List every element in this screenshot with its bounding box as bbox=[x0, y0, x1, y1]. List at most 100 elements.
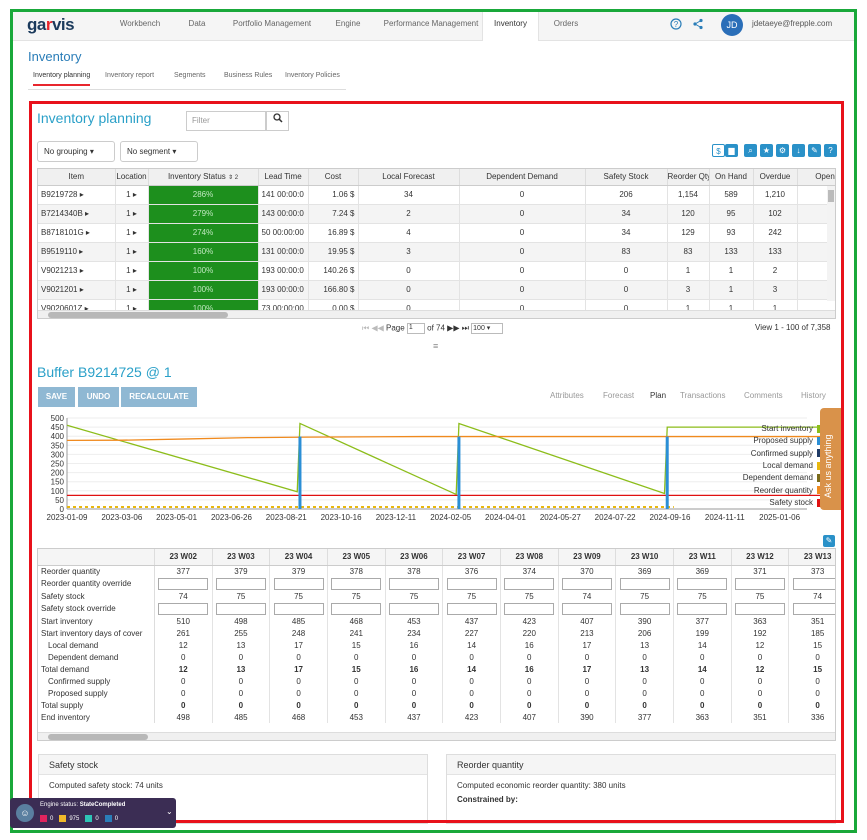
save-button[interactable]: SAVE bbox=[38, 387, 75, 407]
plan-override-input[interactable] bbox=[442, 602, 501, 615]
col-lead-time[interactable]: Lead Time bbox=[258, 169, 309, 186]
tab-transactions[interactable]: Transactions bbox=[680, 391, 726, 400]
plan-override-input[interactable] bbox=[558, 602, 617, 615]
engine-status-widget[interactable]: ☺ Engine status: StateCompleted 0 975 0 0 ⌄ bbox=[10, 798, 176, 828]
nav-tab-engine[interactable]: Engine bbox=[335, 19, 361, 28]
col-local-forecast[interactable]: Local Forecast bbox=[358, 169, 460, 186]
plan-override-input[interactable] bbox=[327, 602, 386, 615]
user-email[interactable]: jdetaeye@frepple.com bbox=[752, 19, 833, 28]
search-icon[interactable] bbox=[266, 111, 289, 131]
plan-override-input[interactable] bbox=[269, 602, 328, 615]
folder-icon[interactable]: ▆ bbox=[725, 144, 738, 157]
table-row[interactable]: V9021213 ▸ 1 ▸ 100% 193 00:00:0 140.26 $0 0 0 1… bbox=[38, 261, 835, 281]
plan-scrollbar[interactable] bbox=[38, 732, 835, 740]
col-safety-stock[interactable]: Safety Stock bbox=[585, 169, 668, 186]
legend-item[interactable]: Dependent demand bbox=[743, 473, 825, 482]
filter-input[interactable]: Filter bbox=[186, 111, 266, 131]
subtab-inventory-report[interactable]: Inventory report bbox=[105, 72, 155, 79]
expand-arrow-icon[interactable]: ▸ bbox=[130, 247, 137, 256]
plan-override-input[interactable] bbox=[442, 577, 501, 590]
engine-count-badge[interactable]: 0 bbox=[40, 815, 53, 822]
recalculate-button[interactable]: RECALCULATE bbox=[121, 387, 197, 407]
nav-tab-portfolio[interactable]: Portfolio Management bbox=[232, 19, 312, 28]
download-icon[interactable]: ↓ bbox=[792, 144, 805, 157]
nav-tab-data[interactable]: Data bbox=[188, 19, 206, 28]
engine-count-badge[interactable]: 0 bbox=[85, 815, 99, 822]
plan-override-input[interactable] bbox=[731, 577, 790, 590]
expand-arrow-icon[interactable]: ▸ bbox=[83, 228, 90, 237]
app-logo[interactable]: garvis bbox=[27, 15, 75, 34]
resize-handle-icon[interactable]: ≡ bbox=[433, 341, 439, 351]
legend-item[interactable]: Safety stock bbox=[769, 498, 825, 507]
col-reorder-qty[interactable]: Reorder Qty bbox=[667, 169, 710, 186]
user-avatar[interactable]: JD bbox=[721, 14, 743, 36]
expand-arrow-icon[interactable]: ▸ bbox=[130, 285, 137, 294]
wrench-icon[interactable]: ✎ bbox=[808, 144, 821, 157]
engine-count-badge[interactable]: 975 bbox=[59, 815, 79, 822]
next-page-icon[interactable]: ▶▶ bbox=[447, 323, 460, 333]
plan-override-input[interactable] bbox=[558, 577, 617, 590]
plan-override-input[interactable] bbox=[154, 602, 213, 615]
grid-scrollbar[interactable] bbox=[38, 310, 835, 318]
col-on-hand[interactable]: On Hand bbox=[709, 169, 754, 186]
ask-us-anything-tab[interactable]: Ask us anything bbox=[820, 408, 844, 510]
col-cost[interactable]: Cost bbox=[308, 169, 359, 186]
expand-arrow-icon[interactable]: ▸ bbox=[130, 190, 137, 199]
page-size-select[interactable]: 100 ▾ bbox=[471, 323, 504, 334]
legend-item[interactable]: Start inventory bbox=[761, 424, 825, 433]
star-icon[interactable]: ★ bbox=[760, 144, 773, 157]
subtab-inventory-planning[interactable]: Inventory planning bbox=[33, 72, 91, 86]
plan-override-input[interactable] bbox=[615, 602, 674, 615]
col-item[interactable]: Item bbox=[38, 169, 116, 186]
expand-arrow-icon[interactable]: ▸ bbox=[77, 285, 84, 294]
expand-arrow-icon[interactable]: ▸ bbox=[77, 190, 84, 199]
expand-arrow-icon[interactable]: ▸ bbox=[82, 209, 90, 218]
subtab-segments[interactable]: Segments bbox=[174, 72, 206, 79]
chevron-down-icon[interactable]: ⌄ bbox=[166, 807, 173, 816]
undo-button[interactable]: UNDO bbox=[78, 387, 119, 407]
plan-override-input[interactable] bbox=[385, 602, 444, 615]
nav-tab-inventory[interactable]: Inventory bbox=[482, 11, 539, 41]
help-icon[interactable]: ? bbox=[824, 144, 837, 157]
help-icon[interactable]: ? bbox=[669, 18, 683, 32]
nav-tab-workbench[interactable]: Workbench bbox=[119, 19, 161, 28]
tab-attributes[interactable]: Attributes bbox=[550, 391, 584, 400]
plan-override-input[interactable] bbox=[500, 577, 559, 590]
table-row[interactable]: B9219728 ▸ 1 ▸ 286% 141 00:00:0 1.06 $34 0 206… bbox=[38, 185, 835, 205]
expand-arrow-icon[interactable]: ▸ bbox=[77, 266, 84, 275]
plan-override-input[interactable] bbox=[673, 602, 732, 615]
grouping-dropdown[interactable]: No grouping ▾ bbox=[37, 141, 115, 162]
legend-item[interactable]: Local demand bbox=[763, 461, 825, 470]
nav-tab-performance[interactable]: Performance Management bbox=[383, 19, 479, 28]
tab-history[interactable]: History bbox=[801, 391, 826, 400]
col-open[interactable]: Open bbox=[797, 169, 835, 186]
table-row[interactable]: B8718101G ▸ 1 ▸ 274% 50 00:00:00 16.89 $4 0 34… bbox=[38, 223, 835, 243]
last-page-icon[interactable]: ⏭ bbox=[461, 323, 469, 333]
plan-override-input[interactable] bbox=[673, 577, 732, 590]
legend-item[interactable]: Reorder quantity bbox=[754, 486, 825, 495]
expand-arrow-icon[interactable]: ▸ bbox=[76, 247, 84, 256]
tab-plan[interactable]: Plan bbox=[650, 391, 667, 400]
share-icon[interactable] bbox=[691, 18, 705, 32]
gear-icon[interactable]: ⚙ bbox=[776, 144, 789, 157]
col-dependent-demand[interactable]: Dependent Demand bbox=[459, 169, 586, 186]
plan-override-input[interactable] bbox=[500, 602, 559, 615]
search-icon[interactable]: ⌕ bbox=[744, 144, 757, 157]
expand-arrow-icon[interactable]: ▸ bbox=[130, 228, 137, 237]
expand-arrow-icon[interactable]: ▸ bbox=[82, 304, 89, 313]
plan-override-input[interactable] bbox=[154, 577, 213, 590]
plan-override-input[interactable] bbox=[788, 602, 835, 615]
plan-override-input[interactable] bbox=[615, 577, 674, 590]
plan-override-input[interactable] bbox=[212, 577, 271, 590]
plan-override-input[interactable] bbox=[788, 577, 835, 590]
plan-override-input[interactable] bbox=[327, 577, 386, 590]
engine-count-badge[interactable]: 0 bbox=[104, 815, 118, 822]
prev-page-icon[interactable]: ◀◀ bbox=[371, 323, 384, 333]
plan-override-input[interactable] bbox=[731, 602, 790, 615]
subtab-inventory-policies[interactable]: Inventory Policies bbox=[285, 72, 340, 79]
tab-forecast[interactable]: Forecast bbox=[603, 391, 635, 400]
col-overdue[interactable]: Overdue bbox=[753, 169, 798, 186]
plan-override-input[interactable] bbox=[212, 602, 271, 615]
col-location[interactable]: Location bbox=[115, 169, 149, 186]
table-row[interactable]: B7214340B ▸ 1 ▸ 279% 143 00:00:0 7.24 $2 0 34 1… bbox=[38, 204, 835, 224]
